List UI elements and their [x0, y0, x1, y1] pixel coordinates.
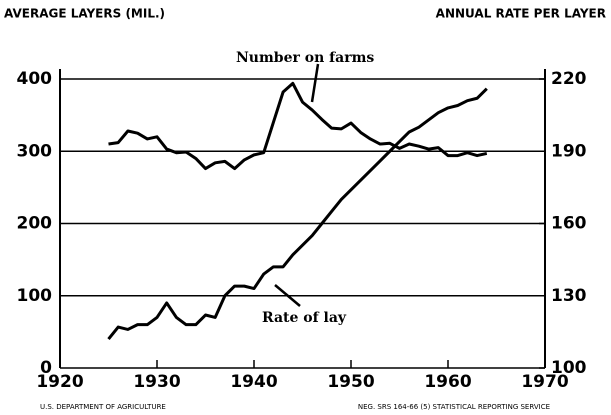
y-tick-label: 400 [17, 69, 53, 89]
x-tick-label: 1940 [230, 372, 277, 392]
y-tick-label: 200 [17, 214, 53, 234]
y2-tick-label: 160 [551, 214, 587, 234]
y-tick-label: 300 [17, 141, 53, 161]
y2-tick-label: 220 [551, 69, 587, 89]
x-tick-label: 1950 [327, 372, 374, 392]
annotation: Rate of lay [262, 310, 347, 326]
x-tick-label: 1920 [36, 372, 83, 392]
data-line [107, 87, 488, 341]
footer: U.S. DEPARTMENT OF AGRICULTURE [40, 403, 166, 411]
y2-tick-label: 190 [551, 141, 587, 161]
y2-tick-label: 130 [551, 286, 587, 306]
y2-tick-label: 100 [551, 358, 587, 378]
y-tick-label: 0 [40, 358, 52, 378]
annotation: Number on farms [236, 50, 374, 66]
y-axis-label: AVERAGE LAYERS (MIL.) [4, 7, 165, 21]
x-tick-label: 1930 [133, 372, 180, 392]
footer: NEG. SRS 164-66 (5) STATISTICAL REPORTIN… [358, 403, 550, 411]
data-line [108, 81, 488, 171]
y-tick-label: 100 [17, 286, 53, 306]
x-tick-label: 1960 [424, 372, 471, 392]
x-tick-label: 1970 [521, 372, 568, 392]
annotation-pointer [310, 63, 320, 103]
y2-axis-label: ANNUAL RATE PER LAYER [436, 7, 606, 21]
